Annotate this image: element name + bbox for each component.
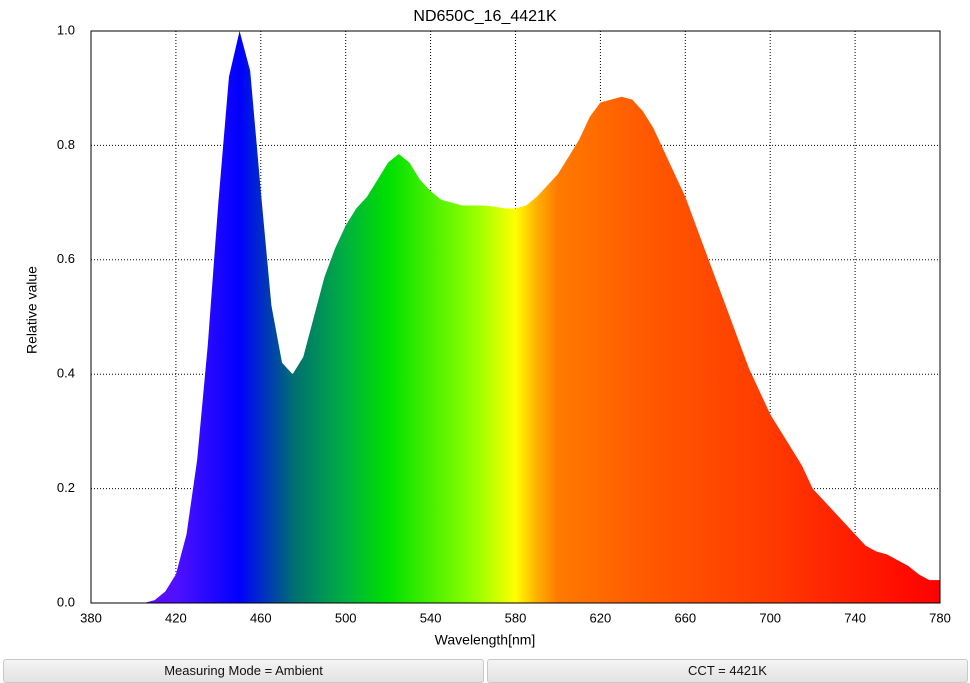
x-tick-label: 500 — [335, 610, 357, 625]
y-tick-label: 0.4 — [57, 366, 75, 381]
y-tick-label: 0.0 — [57, 594, 75, 609]
chart-title: ND650C_16_4421K — [413, 8, 557, 25]
x-tick-label: 540 — [420, 610, 442, 625]
x-axis-label: Wavelength[nm] — [435, 632, 536, 648]
x-tick-label: 420 — [165, 610, 187, 625]
y-tick-label: 0.6 — [57, 251, 75, 266]
chart: ND650C_16_4421K Wavelength[nm] Relative … — [24, 8, 951, 648]
spectrum-area — [91, 31, 940, 603]
plot-frame — [90, 30, 941, 604]
y-tick-label: 1.0 — [57, 22, 75, 37]
x-tick-label: 700 — [759, 610, 781, 625]
y-axis-label: Relative value — [24, 266, 40, 354]
mode-button[interactable]: Measuring Mode = Ambient — [3, 659, 484, 683]
x-tick-label: 660 — [674, 610, 696, 625]
y-tick-label: 0.2 — [57, 480, 75, 495]
y-tick-label: 0.8 — [57, 137, 75, 152]
x-tick-label: 620 — [590, 610, 612, 625]
x-tick-label: 580 — [505, 610, 527, 625]
x-tick-label: 460 — [250, 610, 272, 625]
x-tick-label: 740 — [844, 610, 866, 625]
x-tick-label: 380 — [80, 610, 102, 625]
x-tick-label: 780 — [929, 610, 951, 625]
cct-button[interactable]: CCT = 4421K — [487, 659, 968, 683]
